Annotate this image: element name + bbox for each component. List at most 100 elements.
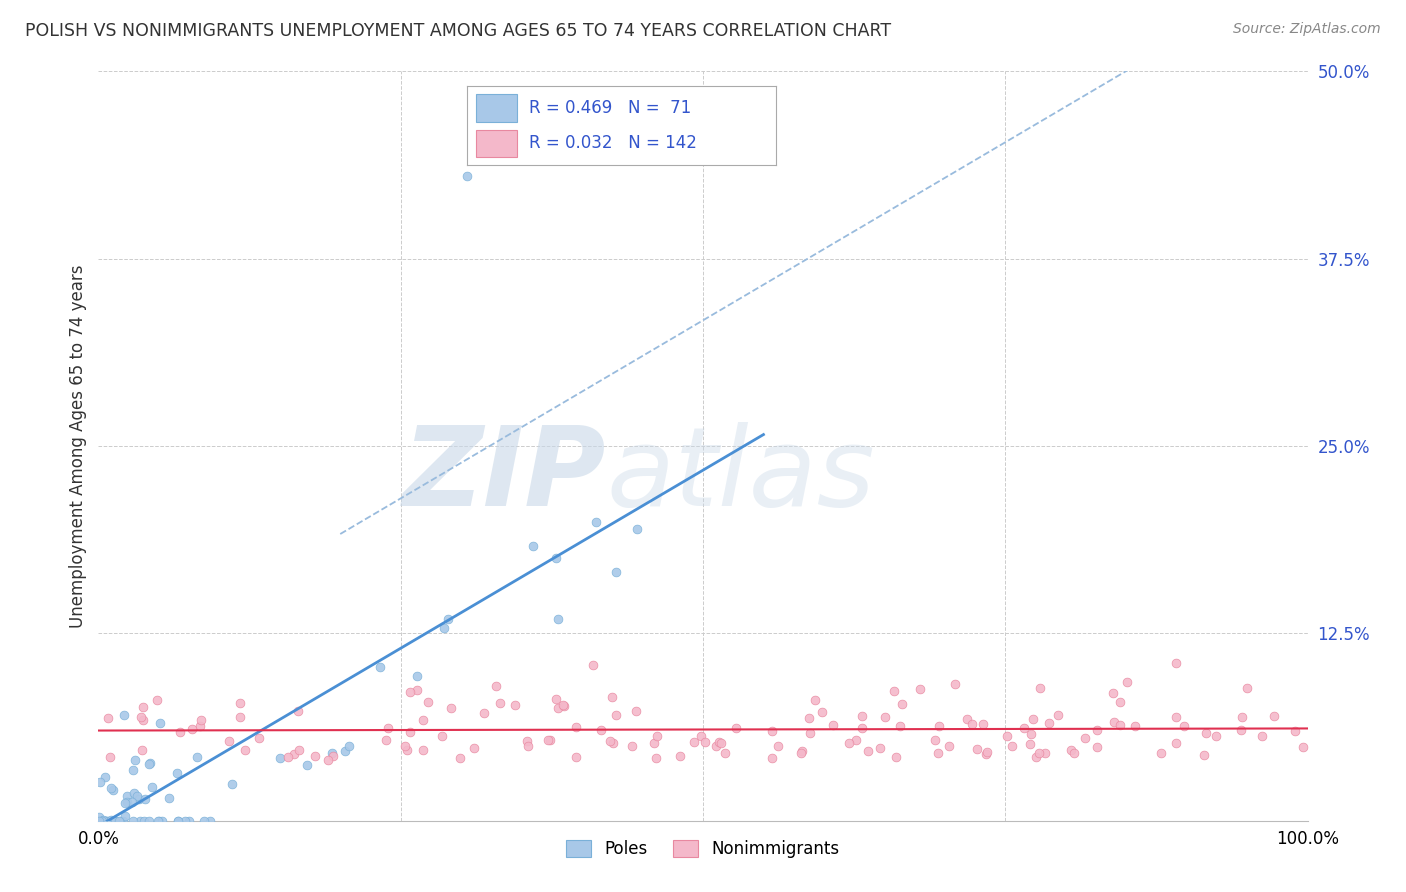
Point bbox=[377, 721, 399, 735]
Point bbox=[174, 814, 197, 828]
Point bbox=[551, 698, 574, 713]
Point bbox=[1022, 712, 1045, 726]
Point bbox=[96, 814, 118, 828]
Point bbox=[956, 712, 979, 726]
Point bbox=[287, 743, 309, 757]
Point bbox=[131, 742, 153, 756]
Point bbox=[148, 814, 170, 828]
Point bbox=[966, 742, 988, 756]
Point bbox=[463, 741, 485, 756]
Point bbox=[547, 612, 569, 626]
Point bbox=[304, 748, 326, 763]
Point bbox=[90, 814, 112, 828]
Point bbox=[132, 814, 155, 828]
Point bbox=[167, 814, 190, 828]
Point bbox=[321, 746, 343, 760]
Point bbox=[1085, 723, 1108, 738]
Point bbox=[605, 707, 627, 722]
Point bbox=[1166, 736, 1188, 750]
Point bbox=[152, 814, 174, 828]
Point bbox=[1047, 708, 1070, 723]
Point bbox=[645, 730, 668, 744]
Point bbox=[412, 742, 434, 756]
Point bbox=[761, 750, 783, 764]
Point bbox=[333, 744, 356, 758]
Point bbox=[125, 789, 148, 803]
Point bbox=[1074, 731, 1097, 746]
Point bbox=[141, 780, 163, 794]
Point bbox=[600, 690, 623, 704]
Point bbox=[416, 695, 439, 709]
Point bbox=[689, 729, 711, 743]
Point bbox=[1085, 739, 1108, 754]
Point bbox=[799, 725, 821, 739]
Point bbox=[883, 683, 905, 698]
Point bbox=[96, 814, 118, 828]
Point bbox=[115, 789, 138, 803]
Point bbox=[585, 515, 607, 529]
Point bbox=[725, 721, 748, 735]
Point bbox=[166, 766, 188, 780]
Point bbox=[322, 748, 344, 763]
Point bbox=[1063, 746, 1085, 760]
Point bbox=[395, 743, 418, 757]
Point bbox=[440, 701, 463, 715]
Point bbox=[1025, 749, 1047, 764]
Point bbox=[337, 739, 360, 753]
Point bbox=[522, 539, 544, 553]
Point bbox=[430, 729, 453, 743]
Point bbox=[132, 700, 155, 714]
Point bbox=[1033, 746, 1056, 760]
Point bbox=[605, 565, 627, 579]
Point bbox=[537, 733, 560, 747]
Point bbox=[602, 736, 624, 750]
Point bbox=[101, 814, 124, 828]
Point bbox=[1173, 718, 1195, 732]
Point bbox=[797, 711, 820, 725]
Point bbox=[995, 730, 1018, 744]
Point bbox=[1038, 716, 1060, 731]
Point bbox=[287, 704, 309, 718]
Point bbox=[838, 736, 860, 750]
Point bbox=[122, 786, 145, 800]
Point bbox=[228, 697, 250, 711]
Point bbox=[295, 757, 318, 772]
Point bbox=[851, 721, 873, 735]
Point bbox=[399, 725, 422, 739]
Point bbox=[433, 621, 456, 635]
Point bbox=[626, 522, 648, 536]
Point bbox=[884, 750, 907, 764]
Point bbox=[89, 775, 111, 789]
Point bbox=[516, 739, 538, 753]
Point bbox=[620, 739, 643, 753]
Point bbox=[1251, 729, 1274, 743]
Point bbox=[97, 814, 120, 828]
Point bbox=[269, 751, 291, 765]
Point bbox=[1229, 723, 1251, 737]
Point bbox=[100, 814, 122, 828]
Point bbox=[1029, 681, 1052, 695]
Point bbox=[908, 682, 931, 697]
Point bbox=[131, 710, 153, 724]
Point bbox=[412, 713, 434, 727]
Point bbox=[406, 682, 429, 697]
Point bbox=[1263, 709, 1285, 723]
Point bbox=[976, 745, 998, 759]
Point bbox=[146, 814, 169, 828]
Point bbox=[97, 711, 120, 725]
Legend: Poles, Nonimmigrants: Poles, Nonimmigrants bbox=[560, 833, 846, 864]
Text: Source: ZipAtlas.com: Source: ZipAtlas.com bbox=[1233, 22, 1381, 37]
Point bbox=[114, 796, 136, 810]
Point bbox=[399, 685, 422, 699]
Point bbox=[693, 735, 716, 749]
Point bbox=[803, 693, 825, 707]
Point bbox=[591, 723, 613, 738]
Point bbox=[890, 697, 912, 711]
Point bbox=[856, 743, 879, 757]
Point bbox=[565, 750, 588, 764]
Point bbox=[714, 746, 737, 760]
Point bbox=[456, 169, 478, 184]
Point bbox=[186, 750, 208, 764]
Point bbox=[180, 722, 202, 736]
Point bbox=[112, 814, 135, 828]
